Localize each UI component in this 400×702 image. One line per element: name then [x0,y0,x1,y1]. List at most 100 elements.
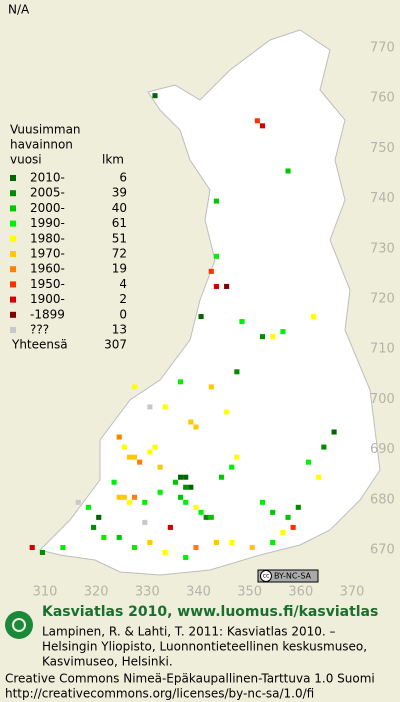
legend-count: 72 [112,247,127,261]
grid-square [229,464,235,470]
legend-swatch [10,296,16,303]
grid-square [162,404,168,410]
grid-square [116,494,122,500]
legend-swatch [10,251,16,257]
grid-square [75,499,81,505]
y-tick-label: 720 [370,292,395,307]
grid-square [142,499,148,505]
grid-square [183,555,189,561]
grid-square [121,494,127,500]
grid-square [224,283,230,289]
legend-swatch [10,327,16,333]
citation: Helsingin Yliopisto, Luonnontieteellinen… [42,640,367,654]
legend-swatch [10,190,16,197]
legend-swatch [10,205,16,212]
grid-square [213,198,219,204]
y-tick-label: 730 [370,241,395,256]
grid-square [157,489,163,495]
grid-square [285,168,291,174]
grid-square [147,404,153,410]
legend-label: ??? [30,323,49,337]
grid-square [183,474,189,480]
legend-count: 39 [112,186,127,200]
grid-square [295,504,301,510]
legend-count: 40 [112,201,127,215]
legend-label: 1990- [30,216,65,230]
y-tick-label: 690 [370,442,395,457]
grid-square [193,504,199,510]
grid-square [270,509,276,515]
legend-count: 2 [119,292,127,306]
y-tick-label: 710 [370,342,395,357]
y-tick-label: 770 [370,41,395,56]
grid-square [193,424,199,430]
grid-square [126,454,132,460]
grid-square [96,514,102,520]
citation: Lampinen, R. & Lahti, T. 2011: Kasviatla… [42,625,336,639]
grid-square [131,494,138,500]
grid-square [178,474,184,480]
grid-square [147,449,153,455]
grid-square [259,499,266,505]
grid-square [188,484,194,490]
grid-square [152,93,158,99]
grid-square [321,444,327,450]
y-tick-label: 740 [370,191,395,206]
legend-label: 1980- [30,231,65,245]
grid-square [91,524,97,530]
grid-square [131,544,138,550]
y-tick-label: 700 [370,392,395,407]
logo [5,611,33,639]
grid-square [193,544,199,550]
grid-square [178,379,184,385]
grid-square [280,329,286,335]
legend-count: 4 [119,277,127,291]
legend-count: 0 [119,307,127,321]
grid-square [162,550,168,556]
grid-square [239,319,245,325]
citation: Kasvimuseo, Helsinki. [42,655,173,669]
grid-square [290,524,296,530]
grid-square [172,479,179,485]
legend-total-label: Yhteensä [11,338,68,352]
legend-swatch [10,266,16,273]
grid-square [85,504,92,510]
legend-swatch [10,281,16,288]
grid-square [224,409,230,415]
grid-square [213,253,219,259]
grid-square [208,514,214,520]
y-tick-label: 760 [370,91,395,106]
x-tick-label: 370 [340,585,365,600]
grid-square [121,444,127,450]
grid-square [111,479,117,485]
cc-badge: cc BY-NC-SA [257,569,319,583]
grid-square [142,519,148,525]
grid-square [208,268,214,274]
grid-square [280,529,286,535]
badge-icon: cc [263,573,270,580]
grid-square [198,509,204,515]
grid-square [213,539,219,545]
grid-square [152,444,158,450]
legend-label: -1899 [30,307,65,321]
grid-square [270,539,276,545]
grid-square [39,550,45,556]
grid-square [316,474,322,480]
badge-text: BY-NC-SA [274,572,312,581]
legend-title: havainnon [10,138,73,152]
grid-square [234,369,240,375]
license-url: http://creativecommons.org/licenses/by-n… [5,687,314,701]
grid-square [311,314,317,320]
grid-square [147,539,153,545]
grid-square [259,123,266,129]
legend-swatch [10,220,16,227]
grid-square [188,419,194,425]
x-tick-label: 360 [288,585,313,600]
legend-label: 1900- [30,292,65,306]
grid-square [116,434,122,440]
grid-square [183,484,189,490]
grid-square [116,534,122,540]
grid-square [60,544,66,550]
badge-circle [260,570,272,582]
grid-square [254,118,260,124]
